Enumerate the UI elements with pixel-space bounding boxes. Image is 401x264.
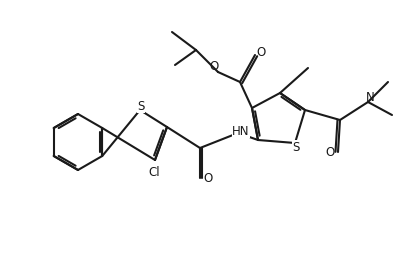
Text: O: O [209,59,218,73]
Text: S: S [137,100,144,112]
Text: S: S [292,140,299,153]
Text: N: N [365,91,373,103]
Text: O: O [324,145,334,158]
Text: O: O [256,45,265,59]
Text: HN: HN [232,125,249,138]
Text: O: O [203,172,212,185]
Text: Cl: Cl [148,166,160,178]
